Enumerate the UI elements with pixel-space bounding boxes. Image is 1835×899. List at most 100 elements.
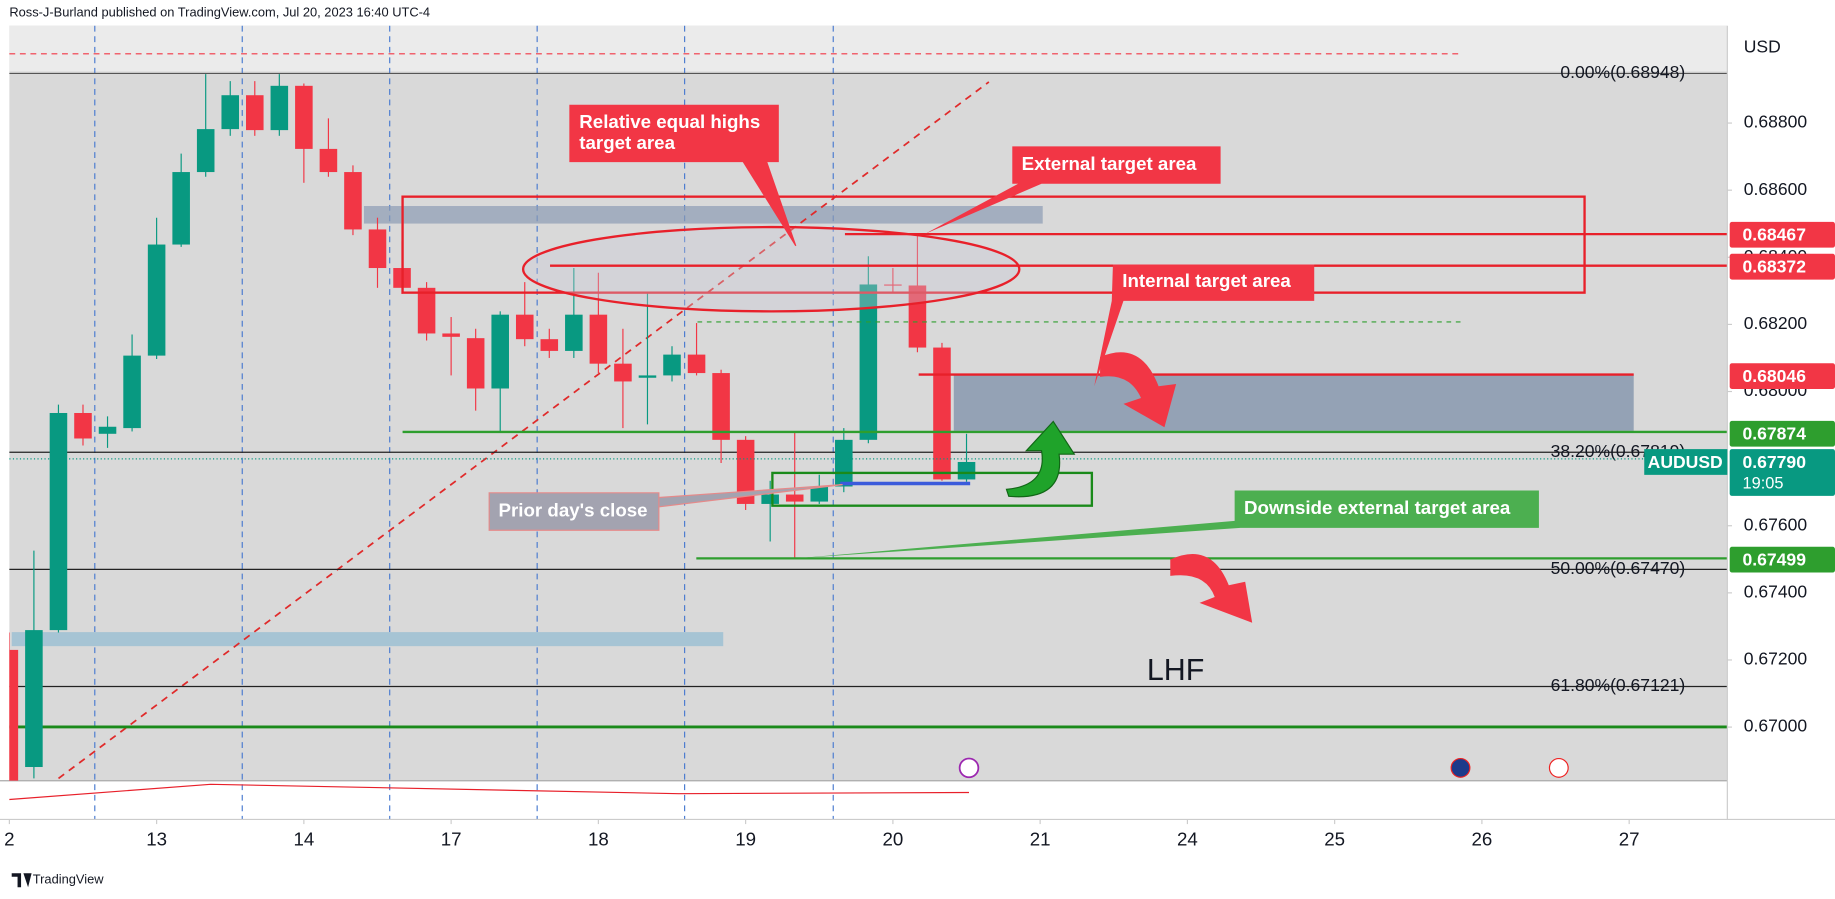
x-tick-label: 19 — [735, 828, 756, 849]
candle-body — [859, 284, 878, 440]
candle-body — [295, 85, 313, 149]
y-tick-label: 0.68200 — [1744, 313, 1808, 333]
candle-body — [540, 339, 559, 351]
candle-body — [319, 148, 338, 173]
annotation: Relative equal highs — [579, 111, 760, 132]
candle-body — [344, 172, 362, 230]
x-tick-label: 17 — [441, 828, 462, 849]
y-tick-label: 0.67000 — [1744, 716, 1808, 736]
candle-body — [663, 354, 681, 376]
countdown: 19:05 — [1743, 475, 1784, 493]
x-tick-label: 20 — [882, 828, 903, 849]
candle-body — [270, 85, 289, 131]
price-badge-label: 0.67499 — [1743, 549, 1807, 569]
internal-zone — [953, 374, 1634, 431]
annotation: External target area — [1022, 153, 1197, 174]
arrow — [1100, 352, 1177, 428]
symbol-badge — [1644, 449, 1728, 475]
candle-body — [515, 314, 534, 340]
arrow — [1005, 420, 1076, 498]
header: Ross-J-Burland published on TradingView.… — [9, 4, 430, 19]
price-badge — [1729, 546, 1835, 573]
candle-body — [491, 314, 509, 389]
event-icon — [1450, 757, 1471, 778]
x-tick-label: 24 — [1177, 828, 1198, 849]
y-tick-label: 0.68800 — [1744, 112, 1808, 132]
price-badge — [1729, 363, 1835, 389]
fib-label: 61.80%(0.67121) — [1551, 675, 1686, 695]
price-badge-label: 0.68046 — [1743, 366, 1807, 386]
candle-body — [908, 285, 927, 348]
fib-label: 0.00%(0.68948) — [1560, 62, 1685, 82]
green-lines — [402, 430, 1728, 560]
fib-label: 50.00%(0.67470) — [1551, 558, 1686, 578]
symbol-label: AUDUSD — [1648, 452, 1723, 472]
current-price-label: 0.67790 — [1743, 452, 1807, 472]
callout — [1094, 264, 1315, 387]
event-icon — [1548, 757, 1569, 778]
candle-body — [589, 314, 608, 364]
indicator-pane — [0, 780, 1728, 820]
currency: USD — [1744, 37, 1781, 57]
candle-body — [25, 630, 43, 768]
x-tick-label: 13 — [146, 828, 167, 849]
candle-body — [785, 494, 804, 502]
candle-body — [835, 439, 853, 487]
annotation: Prior day's close — [499, 499, 648, 520]
footer: TradingView — [33, 872, 104, 887]
candle-body — [884, 284, 902, 286]
annotation: target area — [579, 132, 675, 153]
y-tick-label: 0.68600 — [1744, 179, 1808, 199]
candle-body — [9, 649, 19, 781]
x-tick-label: 25 — [1324, 828, 1345, 849]
callout — [569, 104, 797, 247]
current-price-badge — [1729, 449, 1835, 496]
annotation: Downside external target area — [1244, 497, 1511, 518]
trend-line — [57, 81, 990, 780]
arrow — [1170, 553, 1253, 623]
y-tick-label: 0.67600 — [1744, 514, 1808, 534]
x-tick-label: 18 — [588, 828, 609, 849]
candle-body — [49, 412, 68, 631]
candle-body — [147, 244, 166, 356]
price-badge — [1729, 221, 1835, 248]
x-tick-label: 26 — [1471, 828, 1492, 849]
candle-body — [466, 338, 485, 389]
candle-body — [172, 172, 190, 245]
callout — [488, 484, 843, 531]
x-tick-label: 21 — [1030, 828, 1051, 849]
candle-body — [638, 375, 657, 378]
supply-zone — [363, 206, 1043, 224]
candle-body — [810, 486, 829, 502]
y-tick-label: 0.67400 — [1744, 581, 1808, 601]
demand-zone — [11, 632, 724, 647]
x-tick-label: 2 — [4, 828, 14, 849]
candle-body — [221, 95, 240, 130]
price-badge-label: 0.68467 — [1743, 225, 1806, 245]
fib-band — [9, 25, 1728, 72]
candle-body — [74, 412, 92, 439]
logo — [11, 873, 32, 888]
indicator-line — [9, 783, 969, 801]
price-badge — [1729, 253, 1835, 280]
candle-body — [687, 354, 706, 374]
candle-body — [736, 439, 755, 504]
candle-body — [933, 347, 951, 480]
price-badge-label: 0.67874 — [1743, 424, 1807, 444]
price-badge — [1729, 420, 1835, 447]
event-icon — [958, 757, 980, 779]
price-badge-label: 0.68372 — [1743, 256, 1807, 276]
candle-body — [368, 229, 387, 269]
candle-body — [565, 314, 583, 351]
callout — [924, 146, 1221, 235]
candle-body — [761, 494, 779, 504]
candle-body — [614, 363, 632, 382]
x-tick-label: 14 — [293, 828, 314, 849]
annotation: Internal target area — [1122, 270, 1291, 291]
candle-body — [442, 333, 460, 337]
candle-body — [417, 287, 436, 334]
x-tick-label: 27 — [1619, 828, 1640, 849]
annotation: LHF — [1147, 653, 1204, 687]
